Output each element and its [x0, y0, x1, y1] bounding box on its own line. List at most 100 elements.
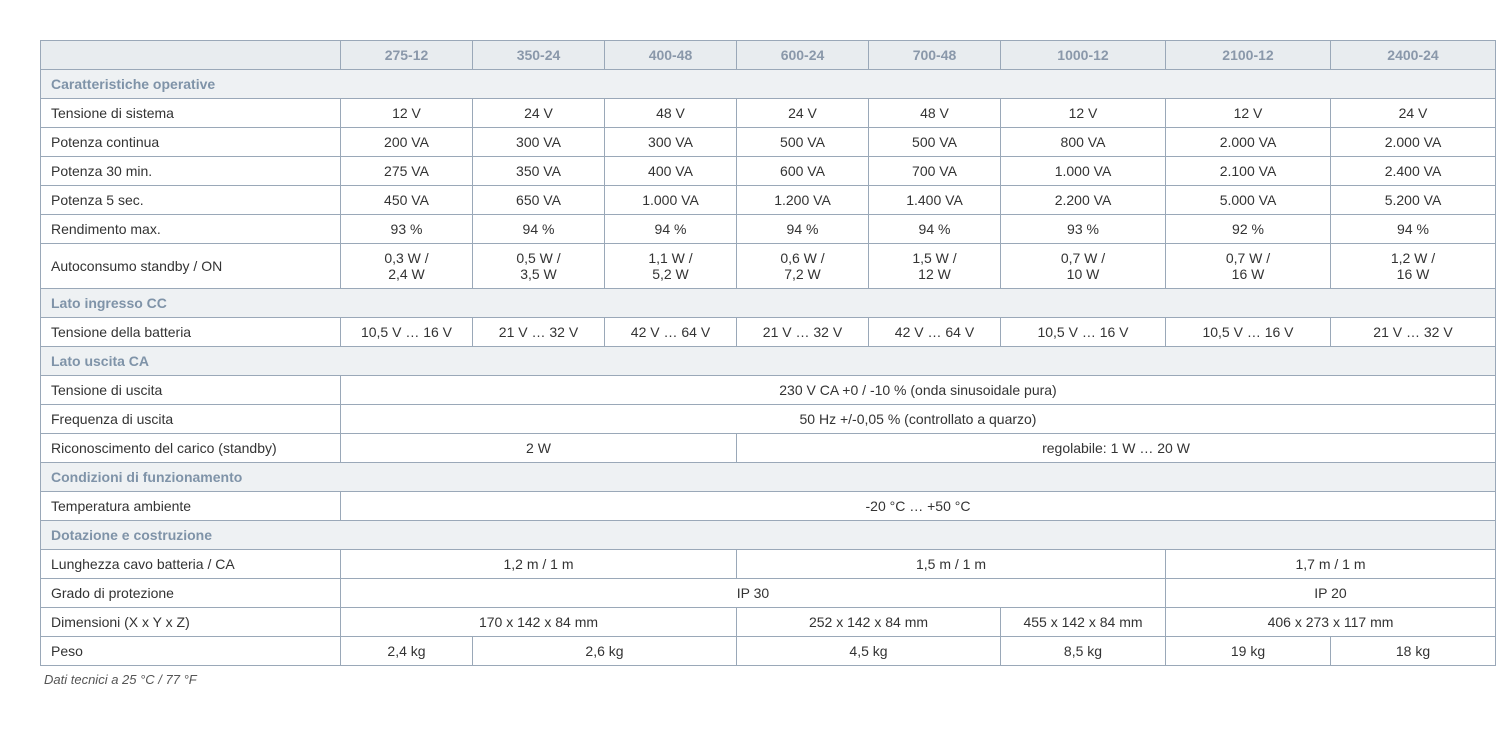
- row-label: Dimensioni (X x Y x Z): [41, 608, 341, 637]
- cell-value: 0,6 W / 7,2 W: [737, 244, 869, 289]
- table-row: Lunghezza cavo batteria / CA1,2 m / 1 m1…: [41, 550, 1496, 579]
- header-blank: [41, 41, 341, 70]
- table-row: Rendimento max.93 %94 %94 %94 %94 %93 %9…: [41, 215, 1496, 244]
- table-row: Grado di protezioneIP 30IP 20: [41, 579, 1496, 608]
- table-row: Dimensioni (X x Y x Z)170 x 142 x 84 mm2…: [41, 608, 1496, 637]
- section-header: Caratteristiche operative: [41, 70, 1496, 99]
- cell-value: 94 %: [737, 215, 869, 244]
- cell-value: 5.000 VA: [1166, 186, 1331, 215]
- header-model: 600-24: [737, 41, 869, 70]
- cell-value: 21 V … 32 V: [1331, 318, 1496, 347]
- cell-value: 2,4 kg: [341, 637, 473, 666]
- header-model: 400-48: [605, 41, 737, 70]
- cell-value: 24 V: [737, 99, 869, 128]
- header-model: 2100-12: [1166, 41, 1331, 70]
- cell-value: 48 V: [869, 99, 1001, 128]
- cell-value: 406 x 273 x 117 mm: [1166, 608, 1496, 637]
- row-label: Potenza 30 min.: [41, 157, 341, 186]
- cell-value: 1,1 W / 5,2 W: [605, 244, 737, 289]
- row-label: Autoconsumo standby / ON: [41, 244, 341, 289]
- row-label: Peso: [41, 637, 341, 666]
- row-label: Frequenza di uscita: [41, 405, 341, 434]
- cell-value: 350 VA: [473, 157, 605, 186]
- cell-value: 800 VA: [1001, 128, 1166, 157]
- table-row: Riconoscimento del carico (standby)2 Wre…: [41, 434, 1496, 463]
- cell-value: 170 x 142 x 84 mm: [341, 608, 737, 637]
- cell-value: 93 %: [1001, 215, 1166, 244]
- cell-value: 92 %: [1166, 215, 1331, 244]
- cell-value: 50 Hz +/-0,05 % (controllato a quarzo): [341, 405, 1496, 434]
- cell-value: 1,5 W / 12 W: [869, 244, 1001, 289]
- table-row: Potenza 5 sec.450 VA650 VA1.000 VA1.200 …: [41, 186, 1496, 215]
- row-label: Tensione della batteria: [41, 318, 341, 347]
- cell-value: 10,5 V … 16 V: [1001, 318, 1166, 347]
- cell-value: 42 V … 64 V: [869, 318, 1001, 347]
- table-row: Potenza 30 min.275 VA350 VA400 VA600 VA7…: [41, 157, 1496, 186]
- cell-value: 2,6 kg: [473, 637, 737, 666]
- row-label: Temperatura ambiente: [41, 492, 341, 521]
- row-label: Tensione di sistema: [41, 99, 341, 128]
- cell-value: 1.000 VA: [1001, 157, 1166, 186]
- cell-value: 0,7 W / 10 W: [1001, 244, 1166, 289]
- table-row: Frequenza di uscita50 Hz +/-0,05 % (cont…: [41, 405, 1496, 434]
- cell-value: 1,5 m / 1 m: [737, 550, 1166, 579]
- cell-value: 21 V … 32 V: [473, 318, 605, 347]
- cell-value: 2.400 VA: [1331, 157, 1496, 186]
- table-row: Peso2,4 kg2,6 kg4,5 kg8,5 kg19 kg18 kg: [41, 637, 1496, 666]
- table-row: Tensione di uscita230 V CA +0 / -10 % (o…: [41, 376, 1496, 405]
- cell-value: 8,5 kg: [1001, 637, 1166, 666]
- cell-value: 94 %: [1331, 215, 1496, 244]
- cell-value: 0,3 W / 2,4 W: [341, 244, 473, 289]
- cell-value: 94 %: [473, 215, 605, 244]
- spec-table: 275-12350-24400-48600-24700-481000-12210…: [40, 40, 1496, 666]
- cell-value: 2.000 VA: [1166, 128, 1331, 157]
- table-row: Autoconsumo standby / ON0,3 W / 2,4 W0,5…: [41, 244, 1496, 289]
- cell-value: 0,5 W / 3,5 W: [473, 244, 605, 289]
- header-model: 2400-24: [1331, 41, 1496, 70]
- cell-value: 18 kg: [1331, 637, 1496, 666]
- cell-value: 275 VA: [341, 157, 473, 186]
- cell-value: 1.200 VA: [737, 186, 869, 215]
- row-label: Potenza 5 sec.: [41, 186, 341, 215]
- table-row: Tensione di sistema12 V24 V48 V24 V48 V1…: [41, 99, 1496, 128]
- cell-value: 200 VA: [341, 128, 473, 157]
- cell-value: 700 VA: [869, 157, 1001, 186]
- cell-value: 300 VA: [605, 128, 737, 157]
- cell-value: 5.200 VA: [1331, 186, 1496, 215]
- cell-value: 650 VA: [473, 186, 605, 215]
- table-header: 275-12350-24400-48600-24700-481000-12210…: [41, 41, 1496, 70]
- cell-value: 1.400 VA: [869, 186, 1001, 215]
- row-label: Potenza continua: [41, 128, 341, 157]
- header-model: 350-24: [473, 41, 605, 70]
- cell-value: 12 V: [1166, 99, 1331, 128]
- section-header: Lato ingresso CC: [41, 289, 1496, 318]
- cell-value: 1.000 VA: [605, 186, 737, 215]
- cell-value: 2 W: [341, 434, 737, 463]
- cell-value: 400 VA: [605, 157, 737, 186]
- cell-value: IP 20: [1166, 579, 1496, 608]
- cell-value: 252 x 142 x 84 mm: [737, 608, 1001, 637]
- cell-value: 94 %: [869, 215, 1001, 244]
- cell-value: 1,2 m / 1 m: [341, 550, 737, 579]
- row-label: Grado di protezione: [41, 579, 341, 608]
- cell-value: 455 x 142 x 84 mm: [1001, 608, 1166, 637]
- cell-value: 24 V: [473, 99, 605, 128]
- cell-value: 1,2 W / 16 W: [1331, 244, 1496, 289]
- cell-value: 10,5 V … 16 V: [1166, 318, 1331, 347]
- table-row: Temperatura ambiente-20 °C … +50 °C: [41, 492, 1496, 521]
- cell-value: 4,5 kg: [737, 637, 1001, 666]
- cell-value: 230 V CA +0 / -10 % (onda sinusoidale pu…: [341, 376, 1496, 405]
- cell-value: 12 V: [341, 99, 473, 128]
- cell-value: -20 °C … +50 °C: [341, 492, 1496, 521]
- cell-value: 2.200 VA: [1001, 186, 1166, 215]
- cell-value: 500 VA: [737, 128, 869, 157]
- footnote: Dati tecnici a 25 °C / 77 °F: [40, 672, 1464, 687]
- table-row: Tensione della batteria10,5 V … 16 V21 V…: [41, 318, 1496, 347]
- cell-value: 500 VA: [869, 128, 1001, 157]
- cell-value: 2.000 VA: [1331, 128, 1496, 157]
- cell-value: 0,7 W / 16 W: [1166, 244, 1331, 289]
- row-label: Riconoscimento del carico (standby): [41, 434, 341, 463]
- cell-value: 600 VA: [737, 157, 869, 186]
- cell-value: 19 kg: [1166, 637, 1331, 666]
- section-header: Condizioni di funzionamento: [41, 463, 1496, 492]
